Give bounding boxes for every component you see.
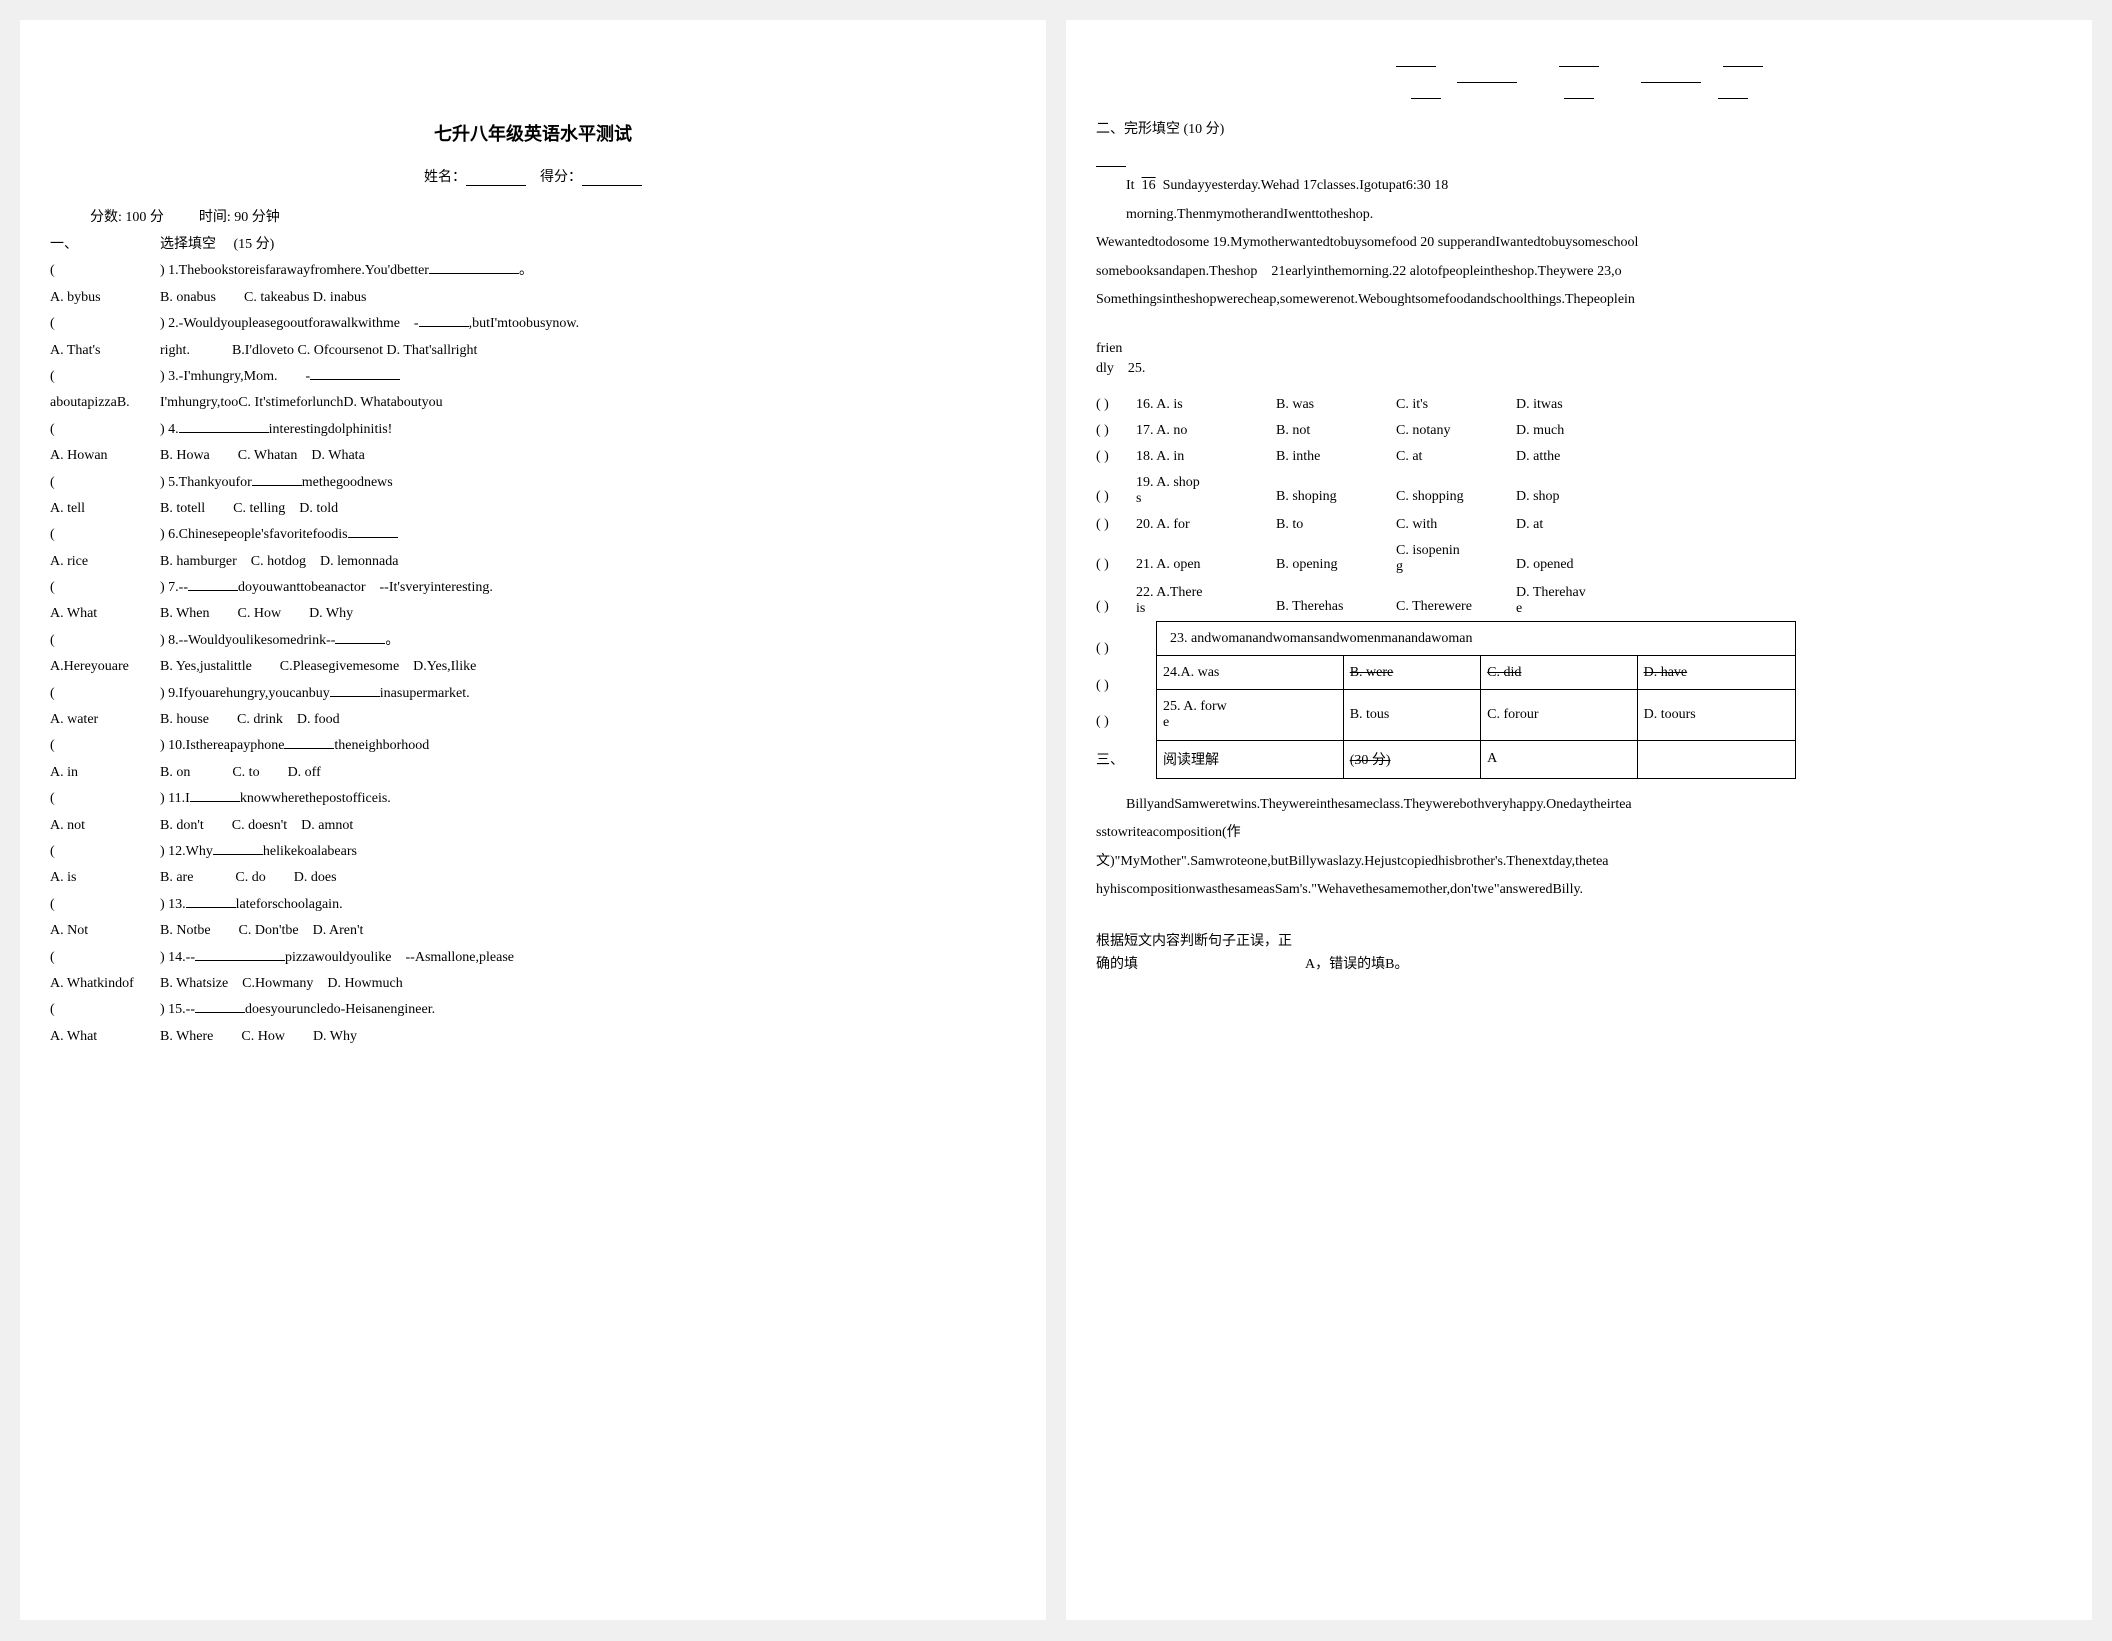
q2-options: A. That's right. B.I'dloveto C. Ofcourse…	[50, 340, 1016, 362]
reading-a-line4: hyhiscompositionwasthesameasSam's."Wehav…	[1096, 879, 2062, 901]
q5-options: A. tell B. totell C. telling D. told	[50, 498, 1016, 520]
cloze-row-16: ( ) 16. A. is B. was C. it's D. itwas	[1096, 397, 2062, 413]
q15-options: A. What B. Where C. How D. Why	[50, 1026, 1016, 1048]
q12-options: A. is B. are C. do D. does	[50, 867, 1016, 889]
q15-stem: ( ) 15.--doesyouruncledo-Heisanengineer.	[50, 999, 1016, 1021]
q11-blank	[190, 788, 240, 802]
q9-options: A. water B. house C. drink D. food	[50, 709, 1016, 731]
q2-stem: ( ) 2.-Wouldyoupleasegooutforawalkwithme…	[50, 313, 1016, 335]
q3-options: aboutapizzaB. I'mhungry,tooC. It'stimefo…	[50, 392, 1016, 414]
q4-stem: ( ) 4.interestingdolphinitis!	[50, 419, 1016, 441]
section2-head: 二、完形填空 (10 分)	[1096, 118, 2062, 138]
q5-blank	[252, 472, 302, 486]
q13-options: A. Not B. Notbe C. Don'tbe D. Aren't	[50, 920, 1016, 942]
q10-stem: ( ) 10.Isthereapayphonetheneighborhood	[50, 735, 1016, 757]
section1-num: 一、	[50, 234, 160, 256]
name-blank	[466, 172, 526, 186]
page-right: 二、完形填空 (10 分) It 16 Sundayyesterday.Weha…	[1066, 20, 2092, 1620]
section1-title: 选择填空	[160, 237, 216, 252]
meta-row: 分数: 100 分 时间: 90 分钟	[90, 206, 1016, 226]
cloze-row-21: ( ) 21. A. open B. opening C. isopening …	[1096, 543, 2062, 575]
q14-stem: ( ) 14.--pizzawouldyoulike --Asmallone,p…	[50, 947, 1016, 969]
time-label: 时间: 90 分钟	[199, 210, 280, 225]
q1-blank	[429, 260, 519, 274]
table-row-section3: 阅读理解 (30 分) A	[1157, 740, 1796, 778]
table-row-23: 23. andwomanandwomansandwomenmanandawoma…	[1157, 622, 1796, 656]
q11-stem: ( ) 11.Iknowwherethepostofficeis.	[50, 788, 1016, 810]
reading-a-line1: BillyandSamweretwins.Theywereinthesamecl…	[1126, 794, 2062, 816]
q9-blank	[330, 683, 380, 697]
section1-header: 一、 选择填空 (15 分)	[50, 234, 1016, 256]
name-label: 姓名：	[424, 170, 466, 185]
box-table: 23. andwomanandwomansandwomenmanandawoma…	[1156, 621, 1796, 779]
q9-stem: ( ) 9.Ifyouarehungry,youcanbuyinasuperma…	[50, 683, 1016, 705]
q3-blank	[310, 366, 400, 380]
q14-options: A. Whatkindof B. Whatsize C.Howmany D. H…	[50, 973, 1016, 995]
score-label: 得分：	[540, 170, 582, 185]
q10-options: A. in B. on C. to D. off	[50, 762, 1016, 784]
q6-options: A. rice B. hamburger C. hotdog D. lemonn…	[50, 551, 1016, 573]
cloze-table: ( ) 16. A. is B. was C. it's D. itwas ( …	[1096, 397, 2062, 617]
cloze-para-3: Wewantedtodosome 19.Mymotherwantedtobuys…	[1096, 232, 2062, 254]
q1-stem: ( ) 1.Thebookstoreisfarawayfromhere.You'…	[50, 260, 1016, 282]
top-dashes	[1096, 60, 2062, 108]
q15-blank	[195, 999, 245, 1013]
table-row-24: 24.A. was B. were C. did D. have	[1157, 656, 1796, 690]
q8-blank	[335, 630, 385, 644]
q6-stem: ( ) 6.Chinesepeople'sfavoritefoodis	[50, 524, 1016, 546]
q5-stem: ( ) 5.Thankyouformethegoodnews	[50, 472, 1016, 494]
box-area: ( ) ( ) ( ) 三、 23. andwomanandwomansandw…	[1096, 627, 2062, 779]
q13-stem: ( ) 13.lateforschoolagain.	[50, 894, 1016, 916]
q1-options: A. bybus B. onabus C. takeabus D. inabus	[50, 287, 1016, 309]
friendly-block: frien dly 25.	[1096, 341, 2062, 377]
cloze-row-18: ( ) 18. A. in B. inthe C. at D. atthe	[1096, 449, 2062, 465]
cloze-row-17: ( ) 17. A. no B. not C. notany D. much	[1096, 423, 2062, 439]
page-container: 七升八年级英语水平测试 姓名： 得分： 分数: 100 分 时间: 90 分钟 …	[20, 20, 2092, 1620]
q12-blank	[213, 841, 263, 855]
section3-num: 三、	[1096, 743, 1156, 779]
q7-blank	[188, 577, 238, 591]
judge-instructions: 根据短文内容判断句子正误，正 确的填 A，错误的填B。	[1096, 931, 2062, 976]
table-row-25: 25. A. forwe B. tous C. forour D. toours	[1157, 690, 1796, 740]
cloze-para-1: It 16 Sundayyesterday.Wehad 17classes.Ig…	[1126, 153, 2062, 198]
q12-stem: ( ) 12.Whyhelikekoalabears	[50, 841, 1016, 863]
q7-stem: ( ) 7.--doyouwanttobeanactor --It'sveryi…	[50, 577, 1016, 599]
points-label: 分数: 100 分	[90, 210, 164, 225]
name-score-line: 姓名： 得分：	[50, 166, 1016, 186]
q7-options: A. What B. When C. How D. Why	[50, 603, 1016, 625]
cloze-para-4: somebooksandapen.Theshop 21earlyinthemor…	[1096, 261, 2062, 283]
q11-options: A. not B. don't C. doesn't D. amnot	[50, 815, 1016, 837]
q2-blank	[419, 313, 469, 327]
q8-options: A.Hereyouare B. Yes,justalittle C.Please…	[50, 656, 1016, 678]
reading-a-line2: sstowriteacomposition(作	[1096, 822, 2062, 844]
q10-blank	[284, 735, 334, 749]
q3-stem: ( ) 3.-I'mhungry,Mom. -	[50, 366, 1016, 388]
reading-a-line3: 文)"MyMother".Samwroteone,butBillywaslazy…	[1096, 851, 2062, 873]
cloze-row-20: ( ) 20. A. for B. to C. with D. at	[1096, 517, 2062, 533]
cloze-row-22: ( ) 22. A.Thereis B. Therehas C. Therewe…	[1096, 585, 2062, 617]
q13-blank	[186, 894, 236, 908]
q8-stem: ( ) 8.--Wouldyoulikesomedrink--。	[50, 630, 1016, 652]
section1-pts: (15 分)	[234, 237, 275, 252]
cloze-para-2: morning.ThenmymotherandIwenttotheshop.	[1126, 204, 2062, 226]
page-left: 七升八年级英语水平测试 姓名： 得分： 分数: 100 分 时间: 90 分钟 …	[20, 20, 1046, 1620]
q14-blank	[195, 947, 285, 961]
q4-options: A. Howan B. Howa C. Whatan D. Whata	[50, 445, 1016, 467]
test-title: 七升八年级英语水平测试	[50, 120, 1016, 146]
cloze-para-5: Somethingsintheshopwerecheap,somewerenot…	[1096, 289, 2062, 311]
q6-blank	[348, 524, 398, 538]
cloze-row-19: ( ) 19. A. shops B. shoping C. shopping …	[1096, 475, 2062, 507]
score-blank	[582, 172, 642, 186]
q4-blank	[179, 419, 269, 433]
